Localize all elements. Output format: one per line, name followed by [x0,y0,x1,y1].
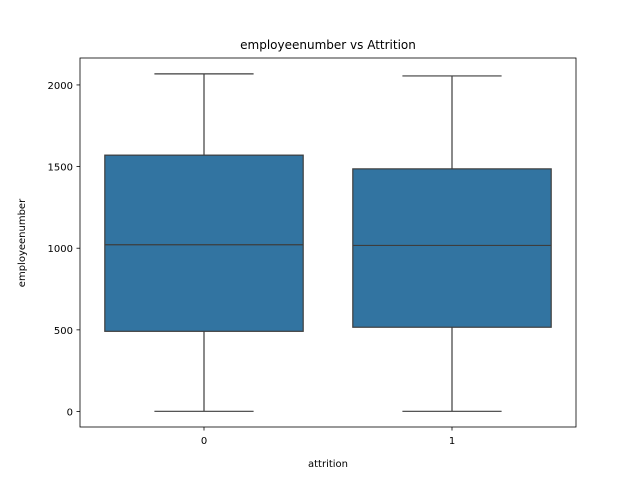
y-axis-label: employeenumber [17,198,28,287]
plot-area [104,73,552,412]
y-axis: 0 500 1000 1500 2000 [48,81,80,418]
y-tick-label: 500 [54,326,73,337]
plot-frame [79,57,577,428]
y-tick-label: 1500 [48,163,73,174]
iqr-box [104,154,304,332]
x-tick-label: 1 [449,436,455,447]
box-group-0 [104,73,304,412]
y-tick-label: 0 [67,407,73,418]
x-tick-label: 0 [201,436,207,447]
chart-title: employeenumber vs Attrition [240,38,416,52]
y-tick-label: 2000 [48,81,73,92]
x-axis-label: attrition [308,459,348,470]
box-group-1 [352,75,552,412]
iqr-box [352,168,552,328]
y-tick-label: 1000 [48,244,73,255]
